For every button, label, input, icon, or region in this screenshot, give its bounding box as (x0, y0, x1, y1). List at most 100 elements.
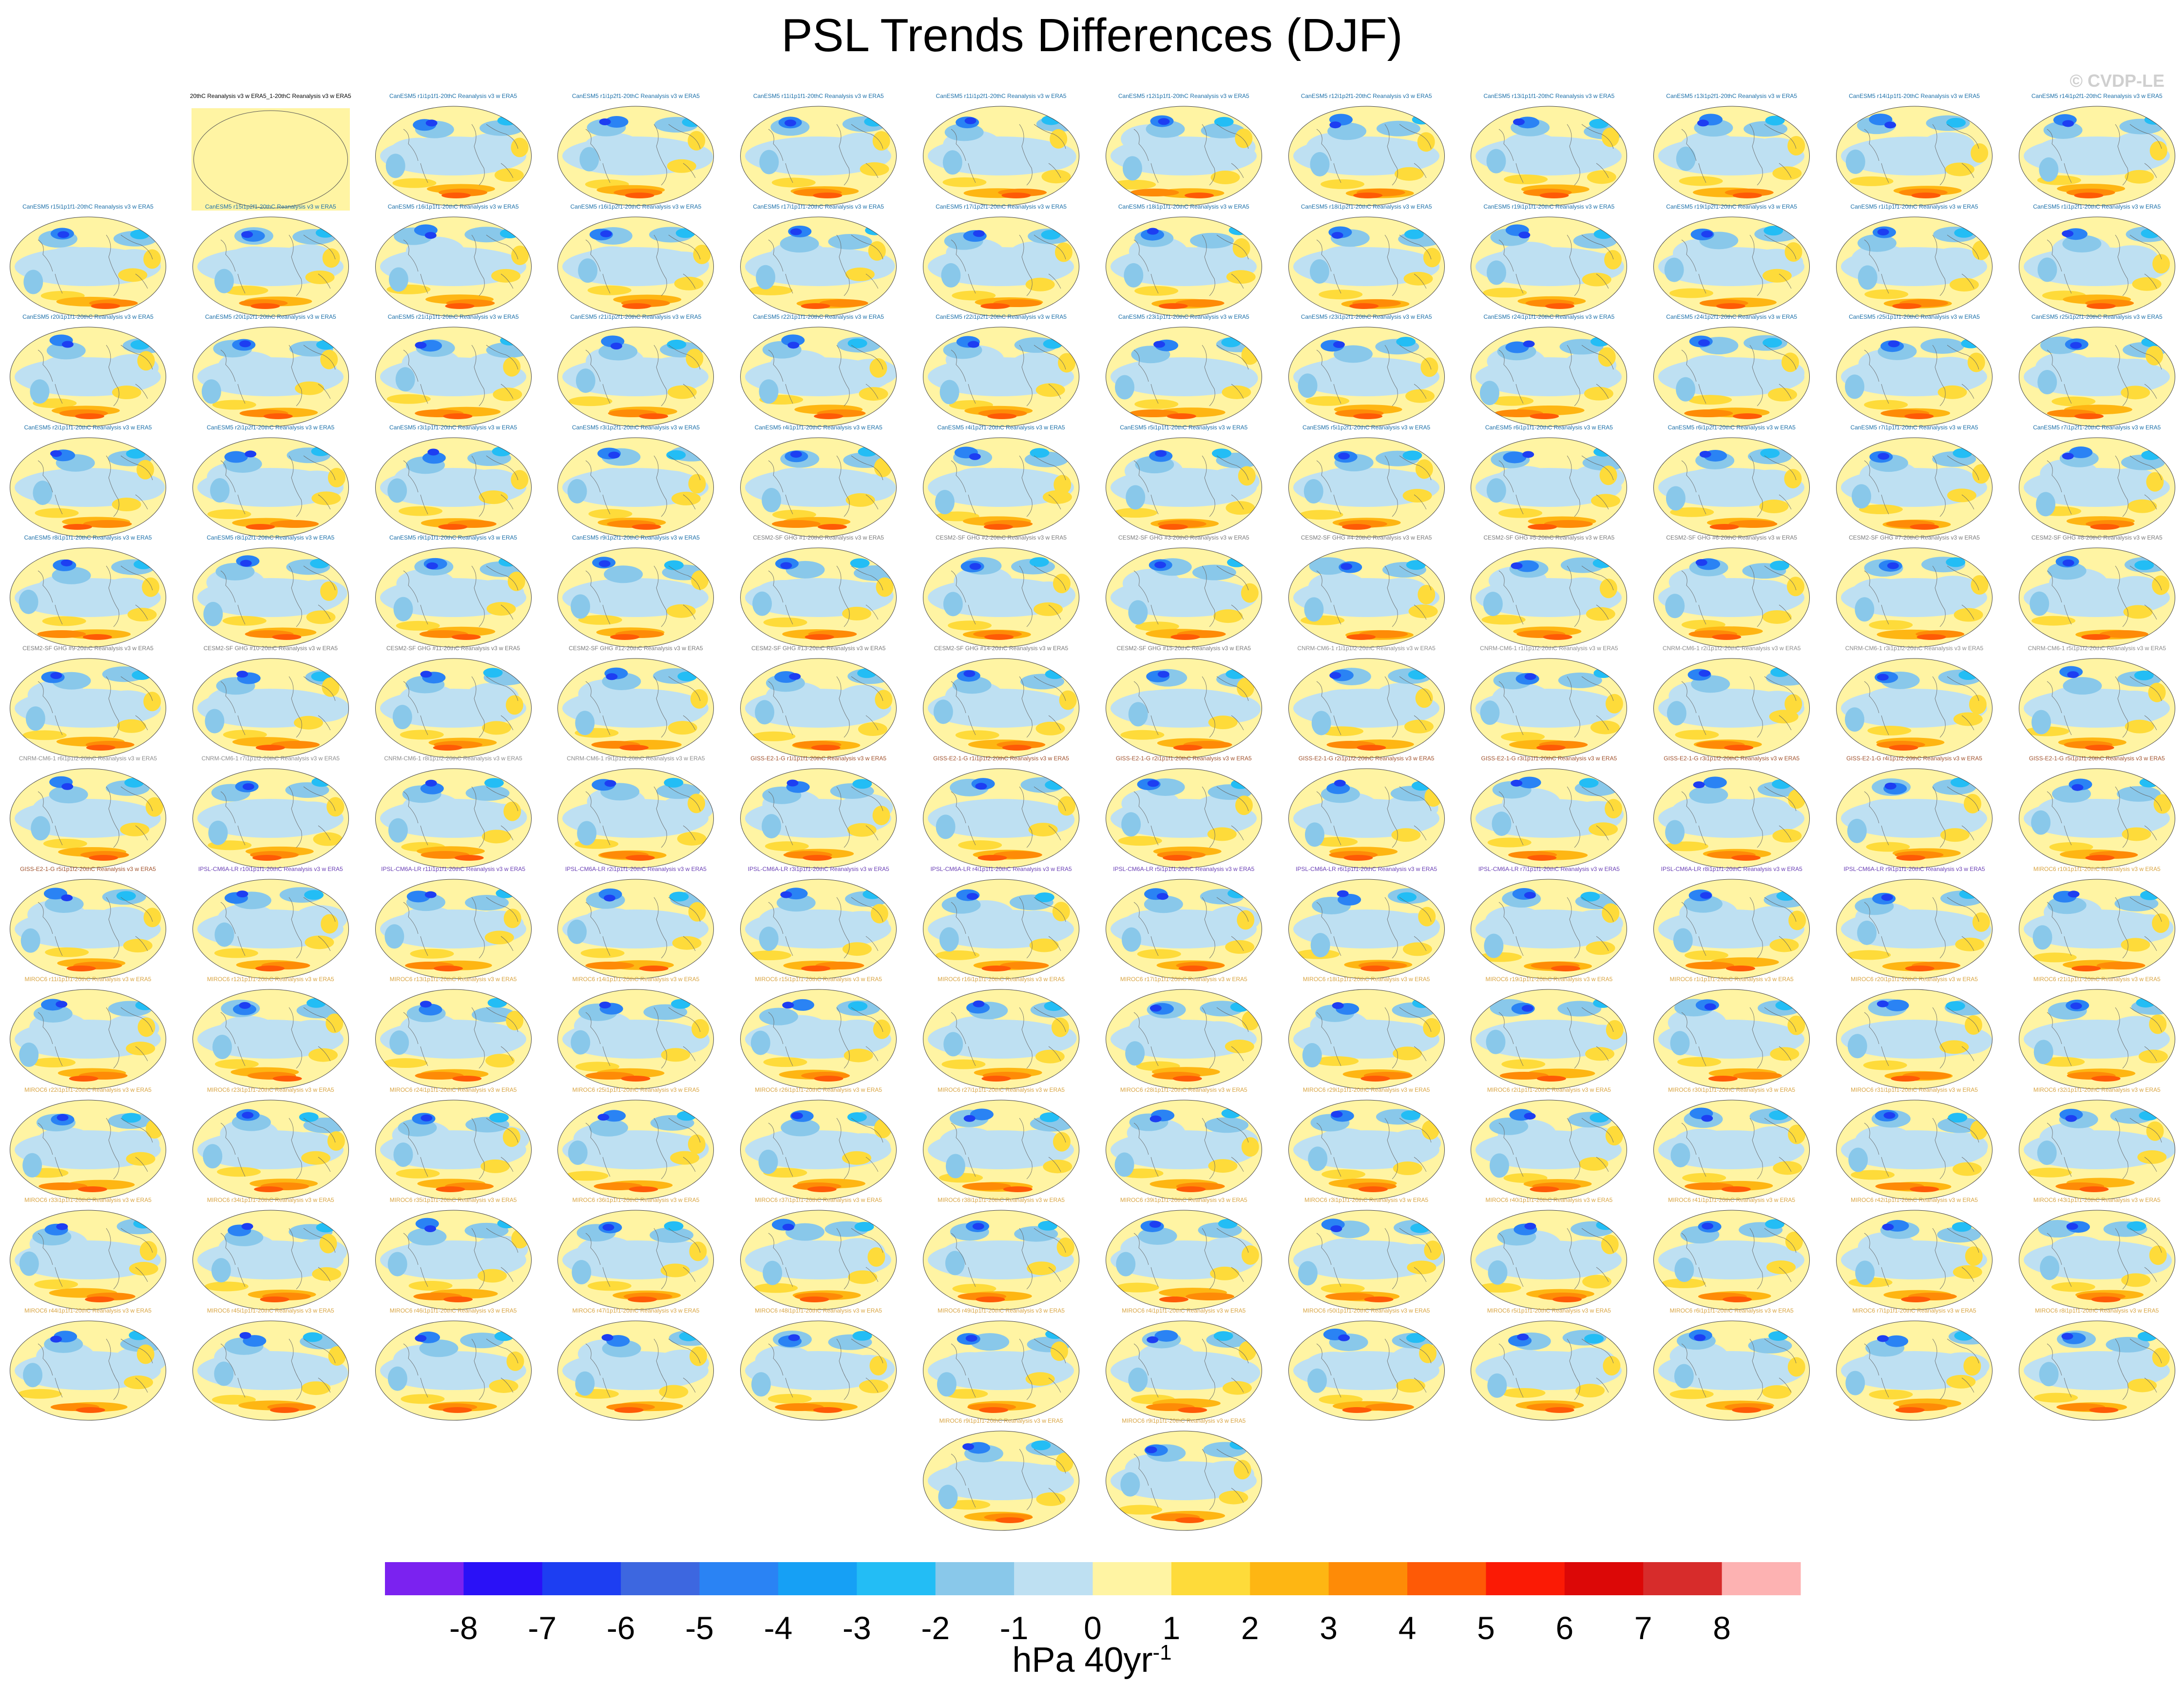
panel-label: MIROC6 r35i1p1f1-20thC Reanalysis v3 w E… (389, 1197, 517, 1203)
panel-label: CanESM5 r23i1p1f1-20thC Reanalysis v3 w … (1118, 313, 1249, 320)
panel-label: GISS-E2-1-G r5i1p1f2-20thC Reanalysis v3… (20, 865, 156, 872)
map-panel (1288, 437, 1445, 537)
map-panel (10, 547, 166, 648)
map-panel (557, 1210, 714, 1310)
map-panel (557, 1320, 714, 1420)
panel-label: CanESM5 r15i1p1f1-20thC Reanalysis v3 w … (22, 203, 153, 210)
map-panel (1471, 216, 1628, 316)
map-panel (1653, 216, 1810, 316)
panel-label: MIROC6 r17i1p1f1-20thC Reanalysis v3 w E… (1120, 976, 1247, 983)
map-panel (191, 108, 350, 211)
panel-label: CanESM5 r17i1p1f1-20thC Reanalysis v3 w … (753, 203, 884, 210)
panel-label: IPSL-CM6A-LR r11i1p1f1-20thC Reanalysis … (381, 865, 526, 872)
map-panel (1471, 989, 1628, 1089)
panel-label: MIROC6 r27i1p1f1-20thC Reanalysis v3 w E… (938, 1086, 1065, 1093)
panel-label: CESM2-SF GHG #9-20thC Reanalysis v3 w ER… (22, 644, 153, 652)
map-panel (10, 658, 166, 758)
map-panel (1105, 1320, 1262, 1420)
panel-label: GISS-E2-1-G r3i1p1f1-20thC Reanalysis v3… (1481, 755, 1617, 762)
map-panel (1105, 879, 1262, 979)
panel-label: CanESM5 r3i1p1f1-20thC Reanalysis v3 w E… (389, 424, 517, 431)
map-panel (1288, 327, 1445, 427)
map-panel (375, 658, 532, 758)
panel-label: CanESM5 r16i1p1f1-20thC Reanalysis v3 w … (387, 203, 519, 210)
map-panel (2018, 879, 2175, 979)
page-title: PSL Trends Differences (DJF) (781, 9, 1403, 61)
map-panel (1653, 327, 1810, 427)
panel-label: CanESM5 r1i1p2f1-20thC Reanalysis v3 w E… (572, 93, 700, 99)
panel-label: CanESM5 r20i1p1f1-20thC Reanalysis v3 w … (22, 313, 153, 320)
map-panel (192, 658, 349, 758)
map-panel (1105, 1210, 1262, 1310)
panel-label: MIROC6 r4i1p1f1-20thC Reanalysis v3 w ER… (1122, 1307, 1246, 1314)
map-panel (923, 989, 1079, 1089)
panel-label: CanESM5 r11i1p1f1-20thC Reanalysis v3 w … (753, 93, 884, 99)
map-panel (1836, 768, 1992, 869)
map-panel (192, 1210, 349, 1310)
map-panel (375, 106, 532, 206)
map-panel (740, 1100, 897, 1199)
panel-label: CanESM5 r13i1p2f1-20thC Reanalysis v3 w … (1666, 93, 1798, 99)
map-panel (375, 989, 532, 1089)
map-panel (192, 547, 349, 648)
map-panel (1471, 327, 1628, 427)
map-panel (1653, 989, 1810, 1089)
map-panel (375, 1320, 532, 1420)
map-panel (1288, 989, 1445, 1089)
panel-label: IPSL-CM6A-LR r6i1p1f1-20thC Reanalysis v… (1296, 865, 1437, 872)
panel-label: MIROC6 r30i1p1f1-20thC Reanalysis v3 w E… (1668, 1086, 1796, 1093)
panel-label: MIROC6 r10i1p1f1-20thC Reanalysis v3 w E… (2033, 865, 2161, 872)
panel-label: CanESM5 r5i1p1f1-20thC Reanalysis v3 w E… (1120, 424, 1248, 431)
map-panel (1105, 106, 1262, 206)
panel-label: MIROC6 r16i1p1f1-20thC Reanalysis v3 w E… (938, 976, 1065, 983)
map-panel (1471, 768, 1628, 869)
panel-label: MIROC6 r36i1p1f1-20thC Reanalysis v3 w E… (572, 1197, 700, 1203)
map-panel (1288, 768, 1445, 869)
panel-label: IPSL-CM6A-LR r10i1p1f1-20thC Reanalysis … (198, 865, 343, 872)
panel-label: CanESM5 r1i1p1f1-20thC Reanalysis v3 w E… (1850, 203, 1978, 210)
panel-label: CESM2-SF GHG #11-20thC Reanalysis v3 w E… (386, 644, 520, 652)
map-panel (1105, 216, 1262, 316)
panel-label: GISS-E2-1-G r4i1p1f2-20thC Reanalysis v3… (1846, 755, 1982, 762)
map-panel (2018, 989, 2175, 1089)
panel-label: CESM2-SF GHG #13-20thC Reanalysis v3 w E… (751, 644, 886, 652)
panel-label: CanESM5 r8i1p2f1-20thC Reanalysis v3 w E… (207, 534, 335, 541)
panel-label: CESM2-SF GHG #15-20thC Reanalysis v3 w E… (1116, 644, 1251, 652)
map-panel (192, 327, 349, 427)
map-panel (1653, 658, 1810, 758)
panel-label: CanESM5 r18i1p2f1-20thC Reanalysis v3 w … (1301, 203, 1432, 210)
map-panel (1653, 1320, 1810, 1420)
panel-label: GISS-E2-1-G r3i1p1f2-20thC Reanalysis v3… (1664, 755, 1800, 762)
map-panel (375, 1100, 532, 1199)
map-panel (923, 1100, 1079, 1199)
panel-label: CanESM5 r22i1p2f1-20thC Reanalysis v3 w … (936, 313, 1067, 320)
panel-label: IPSL-CM6A-LR r9i1p1f1-20thC Reanalysis v… (1843, 865, 1985, 872)
map-panel (1471, 1210, 1628, 1310)
map-panel (1653, 547, 1810, 648)
panel-label: CanESM5 r24i1p2f1-20thC Reanalysis v3 w … (1666, 313, 1798, 320)
map-panel (1105, 437, 1262, 537)
panel-label: CanESM5 r8i1p1f1-20thC Reanalysis v3 w E… (24, 534, 152, 541)
map-panel (557, 989, 714, 1089)
map-panel (192, 1100, 349, 1199)
map-panel (10, 437, 166, 537)
panel-label: MIROC6 r20i1p1f1-20thC Reanalysis v3 w E… (1851, 976, 1978, 983)
map-panel (2018, 1100, 2175, 1199)
panel-label: MIROC6 r29i1p1f1-20thC Reanalysis v3 w E… (1303, 1086, 1430, 1093)
panel-label: MIROC6 r15i1p1f1-20thC Reanalysis v3 w E… (755, 976, 882, 983)
panel-label: CanESM5 r5i1p2f1-20thC Reanalysis v3 w E… (1303, 424, 1431, 431)
panel-label: MIROC6 r38i1p1f1-20thC Reanalysis v3 w E… (938, 1197, 1065, 1203)
map-panel (1653, 106, 1810, 206)
map-panel (192, 989, 349, 1089)
panel-label: CanESM5 r4i1p2f1-20thC Reanalysis v3 w E… (937, 424, 1065, 431)
panel-label: GISS-E2-1-G r2i1p1f1-20thC Reanalysis v3… (1115, 755, 1252, 762)
map-panel (1288, 879, 1445, 979)
map-panel (2018, 1210, 2175, 1310)
map-panel (740, 879, 897, 979)
panel-label: CanESM5 r3i1p2f1-20thC Reanalysis v3 w E… (572, 424, 700, 431)
map-panel (557, 658, 714, 758)
map-panel (2018, 327, 2175, 427)
map-panel (1105, 327, 1262, 427)
map-panel (1471, 437, 1628, 537)
map-panel (1836, 106, 1992, 206)
